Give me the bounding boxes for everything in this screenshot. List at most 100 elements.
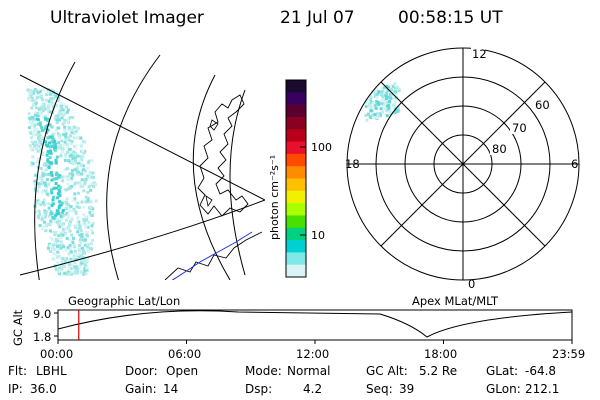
aurora-pixel (73, 156, 77, 160)
aurora-pixel (59, 106, 63, 109)
aurora-pixel (40, 94, 43, 98)
colorbar-segment (286, 264, 306, 278)
aurora-pixel (54, 158, 58, 162)
aurora-pixel (65, 176, 69, 180)
aurora-pixel (67, 187, 71, 190)
aurora-pixel (29, 91, 33, 95)
aurora-pixel (59, 246, 63, 250)
aurora-pixel (58, 225, 62, 229)
aurora-pixel (58, 190, 62, 194)
aurora-pixel (50, 97, 54, 101)
aurora-pixel (60, 211, 64, 215)
aurora-pixel (40, 136, 44, 140)
aurora-pixel (45, 202, 49, 206)
aurora-pixel (62, 133, 66, 137)
aurora-pixel (45, 162, 49, 166)
aurora-pixel (379, 112, 383, 116)
aurora-pixel (77, 220, 81, 224)
aurora-pixel (65, 203, 69, 207)
aurora-pixel (37, 130, 41, 134)
aurora-pixel (368, 115, 372, 119)
aurora-pixel (87, 200, 91, 203)
aurora-pixel (35, 201, 39, 205)
aurora-pixel (56, 244, 59, 248)
lat-label-70: 70 (512, 121, 527, 135)
aurora-pixel (391, 96, 395, 100)
aurora-pixel (34, 210, 38, 214)
aurora-pixel (77, 206, 81, 209)
aurora-pixel (39, 167, 43, 170)
aurora-pixel (74, 181, 78, 185)
geo-grid-line (192, 74, 231, 280)
aurora-pixel (77, 191, 80, 195)
aurora-pixel (28, 98, 32, 102)
aurora-pixel (54, 94, 58, 98)
aurora-pixel (94, 199, 98, 203)
aurora-pixel (70, 209, 74, 213)
aurora-pixel (67, 126, 71, 130)
aurora-pixel (31, 162, 35, 165)
aurora-pixel (77, 244, 81, 247)
aurora-pixel (66, 145, 70, 149)
aurora-pixel (77, 171, 81, 175)
aurora-pixel (91, 211, 95, 215)
aurora-pixel (46, 128, 50, 132)
aurora-pixel (28, 144, 32, 148)
aurora-pixel (49, 149, 53, 153)
aurora-pixel (47, 104, 51, 108)
aurora-pixel (83, 180, 87, 183)
aurora-pixel (45, 178, 49, 181)
aurora-pixel (63, 265, 66, 268)
aurora-pixel (371, 113, 375, 117)
aurora-pixel (81, 149, 85, 153)
aurora-pixel (32, 133, 35, 137)
aurora-pixel (76, 217, 80, 220)
aurora-pixel (60, 268, 64, 272)
aurora-pixel (53, 233, 57, 237)
coastline (197, 94, 249, 217)
aurora-pixel (381, 110, 384, 114)
lat-label-60: 60 (535, 98, 550, 112)
aurora-pixel (43, 211, 47, 215)
aurora-pixel (58, 193, 62, 197)
aurora-pixel (364, 105, 368, 108)
aurora-pixel (46, 144, 50, 148)
aurora-pixel (62, 245, 65, 249)
aurora-pixel (30, 124, 33, 128)
aurora-pixel (73, 260, 77, 264)
aurora-pixel (61, 213, 65, 217)
aurora-pixel (375, 93, 379, 96)
aurora-pixel (84, 260, 88, 264)
aurora-pixel (364, 113, 368, 117)
aurora-pixel (82, 171, 86, 174)
aurora-pixel (366, 112, 370, 116)
aurora-pixel (77, 233, 81, 237)
aurora-pixel (52, 132, 56, 136)
aurora-pixel (60, 139, 64, 143)
aurora-pixel (43, 209, 47, 213)
aurora-pixel (50, 212, 54, 216)
observation-time: 00:58:15 UT (398, 8, 503, 28)
aurora-pixel (32, 127, 36, 131)
aurora-pixel (40, 177, 44, 181)
aurora-pixel (57, 234, 61, 238)
colorbar-segment (286, 215, 306, 229)
aurora-pixel (40, 217, 44, 221)
aurora-pixel (371, 116, 375, 120)
aurora-pixel (41, 103, 45, 107)
observation-date: 21 Jul 07 (280, 8, 355, 28)
aurora-pixel (76, 201, 79, 205)
aurora-pixel (55, 114, 59, 118)
aurora-pixel (75, 166, 79, 170)
aurora-pixel (36, 111, 40, 115)
aurora-pixel (47, 172, 51, 176)
aurora-pixel (67, 225, 71, 229)
aurora-pixel (64, 233, 68, 237)
aurora-pixel (86, 225, 90, 229)
lat-label-80: 80 (492, 142, 507, 156)
aurora-pixel (365, 118, 369, 122)
aurora-pixel (367, 106, 371, 110)
aurora-pixel (65, 188, 69, 192)
aurora-pixel (30, 140, 34, 144)
aurora-pixel (82, 189, 86, 193)
